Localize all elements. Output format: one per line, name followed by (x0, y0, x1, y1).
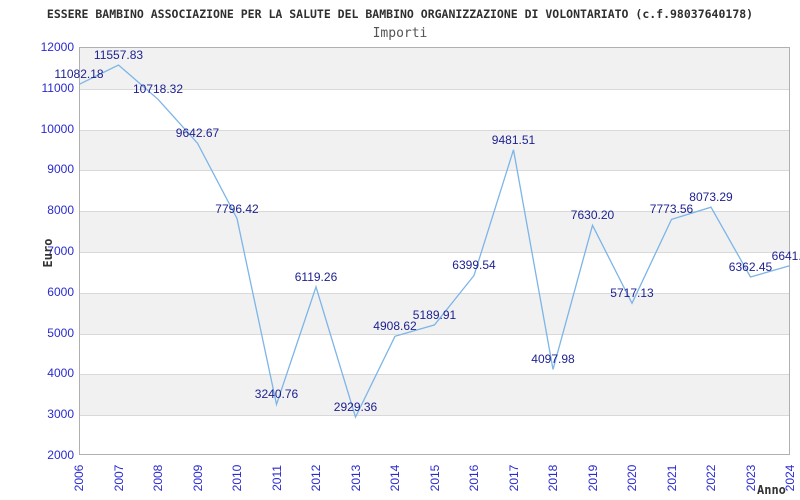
x-axis-tick-label: 2013 (348, 464, 363, 492)
series-path (78, 64, 791, 419)
data-point-label: 8073.29 (689, 190, 733, 205)
gridline (80, 88, 789, 90)
data-point-label: 7773.56 (649, 202, 694, 217)
background-band (80, 129, 789, 171)
y-axis-tick-label: 2000 (47, 448, 74, 462)
background-band (80, 48, 789, 89)
gridline (80, 211, 789, 213)
x-axis-tick-label: 2006 (72, 464, 86, 492)
gridline (80, 129, 789, 131)
background-band (80, 374, 789, 416)
y-axis-tick-label: 4000 (47, 366, 74, 381)
data-point-label: 11557.83 (93, 48, 144, 63)
x-axis-tick-label: 2015 (427, 464, 442, 492)
data-point-label: 6362.45 (728, 260, 773, 274)
gridline (80, 292, 789, 294)
gridline (80, 252, 789, 253)
data-point-label: 9481.51 (491, 132, 536, 147)
y-axis-tick-label: 10000 (40, 121, 74, 136)
data-point-label: 9642.67 (175, 126, 220, 141)
x-axis-tick-label: 2019 (585, 464, 600, 492)
gridline (80, 170, 789, 172)
x-axis-tick-label: 2008 (151, 464, 165, 492)
y-axis-tick-label: 12000 (40, 40, 74, 54)
data-point-label: 5717.13 (610, 286, 654, 301)
x-axis-tick-label: 2010 (230, 464, 244, 492)
x-axis-tick-label: 2023 (743, 464, 758, 492)
x-axis-tick-label: 2007 (111, 464, 126, 492)
y-axis-tick-label: 5000 (47, 325, 74, 340)
x-axis-tick-label: 2016 (467, 464, 481, 492)
x-axis-tick-label: 2020 (625, 464, 639, 492)
x-axis-tick-label: 2021 (664, 464, 679, 492)
x-axis-tick-label: 2017 (506, 464, 521, 492)
data-point-label: 6399.54 (452, 258, 496, 273)
x-axis-title: Anno (757, 483, 786, 497)
x-axis-tick-label: 2012 (309, 464, 323, 492)
line-series (78, 64, 791, 419)
data-point-label: 4908.62 (373, 319, 417, 334)
plot-area (79, 47, 790, 455)
gridline (80, 333, 789, 335)
y-axis-tick-label: 9000 (47, 162, 74, 177)
gridline (80, 415, 789, 417)
x-axis-tick-label: 2009 (190, 464, 205, 492)
y-axis-tick-label: 3000 (47, 407, 74, 422)
data-point-label: 10718.32 (132, 82, 184, 97)
y-axis-tick-label: 8000 (47, 203, 74, 218)
y-axis-title: Euro (41, 238, 55, 268)
data-point-label: 7630.20 (570, 208, 615, 223)
chart-subtitle: Importi (372, 26, 428, 41)
data-point-label: 2929.36 (333, 400, 378, 415)
gridline (80, 374, 789, 376)
data-point-label: 6119.26 (294, 269, 338, 284)
background-band (80, 211, 789, 252)
y-axis-tick-label: 11000 (41, 80, 74, 95)
x-axis-tick-label: 2022 (704, 464, 718, 492)
data-point-label: 7796.42 (215, 201, 259, 216)
data-point-label: 6641.1 (771, 248, 800, 263)
data-point-label: 11082.18 (54, 67, 104, 82)
y-axis-tick-label: 6000 (47, 284, 74, 299)
data-point-label: 5189.91 (412, 307, 457, 322)
y-axis-tick-label: 7000 (47, 244, 74, 258)
data-point-label: 3240.76 (254, 387, 299, 402)
x-axis-tick-label: 2011 (269, 465, 284, 491)
background-band (80, 292, 789, 334)
data-point-label: 4097.98 (531, 352, 575, 367)
chart-title: ESSERE BAMBINO ASSOCIAZIONE PER LA SALUT… (46, 7, 754, 21)
x-axis-tick-label: 2018 (546, 464, 560, 492)
x-axis-tick-label: 2014 (388, 464, 402, 492)
